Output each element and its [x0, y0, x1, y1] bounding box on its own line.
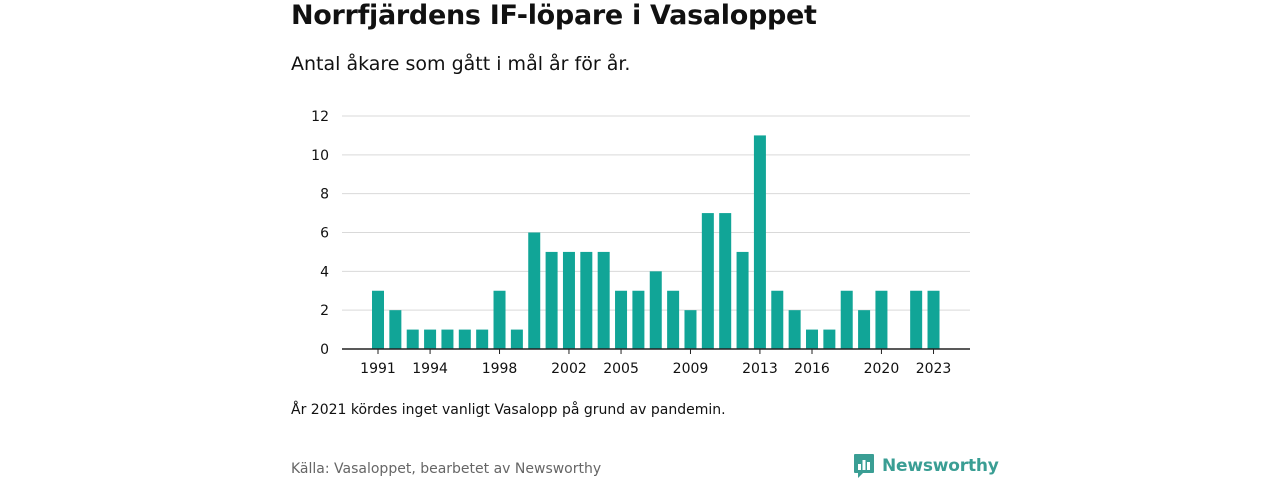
- y-tick-label: 0: [320, 342, 329, 358]
- chart-title: Norrfjärdens IF-löpare i Vasaloppet: [291, 0, 817, 31]
- y-tick-label: 8: [320, 187, 329, 203]
- bar: [667, 290, 680, 349]
- bar: [736, 251, 749, 349]
- bar: [406, 329, 419, 349]
- bar: [597, 251, 610, 349]
- bar: [927, 290, 940, 349]
- bar: [649, 271, 662, 349]
- bar: [719, 213, 732, 349]
- chart-note: År 2021 kördes inget vanligt Vasalopp på…: [291, 402, 726, 418]
- bar: [771, 290, 784, 349]
- bar: [875, 290, 888, 349]
- bar: [528, 232, 541, 349]
- y-tick-label: 12: [311, 109, 329, 125]
- bar: [701, 213, 714, 349]
- x-tick-label: 1998: [482, 361, 518, 377]
- x-tick-label: 2009: [673, 361, 709, 377]
- bar: [562, 251, 575, 349]
- y-tick-label: 2: [320, 303, 329, 319]
- x-tick-label: 2023: [916, 361, 952, 377]
- x-tick-label: 1991: [360, 361, 396, 377]
- x-tick-label: 2016: [794, 361, 830, 377]
- x-tick-label: 2005: [603, 361, 639, 377]
- x-tick-label: 2002: [551, 361, 587, 377]
- y-tick-label: 4: [320, 264, 329, 280]
- newsworthy-logo: Newsworthy: [853, 453, 999, 479]
- bar: [441, 329, 454, 349]
- y-tick-label: 10: [311, 148, 329, 164]
- bar: [458, 329, 471, 349]
- bar: [615, 290, 628, 349]
- bar: [840, 290, 853, 349]
- bar: [389, 310, 402, 349]
- bar: [823, 329, 836, 349]
- x-tick-label: 1994: [412, 361, 448, 377]
- x-tick-label: 2013: [742, 361, 778, 377]
- bar: [684, 310, 697, 349]
- bar: [424, 329, 437, 349]
- bar: [910, 290, 923, 349]
- newsworthy-logo-icon: [854, 454, 874, 478]
- logo-text: Newsworthy: [882, 456, 999, 476]
- bar: [788, 310, 801, 349]
- bar: [372, 290, 384, 349]
- x-tick-label: 2020: [864, 361, 900, 377]
- bar: [510, 329, 523, 349]
- bar: [493, 290, 506, 349]
- source-text: Källa: Vasaloppet, bearbetet av Newswort…: [291, 461, 602, 477]
- bar: [806, 329, 818, 349]
- bar: [580, 251, 593, 349]
- bar: [753, 135, 766, 349]
- chart-subtitle: Antal åkare som gått i mål år för år.: [291, 53, 631, 75]
- y-tick-label: 6: [320, 226, 329, 242]
- bar: [545, 251, 558, 349]
- bar: [476, 329, 489, 349]
- bar: [632, 290, 645, 349]
- bar: [858, 310, 871, 349]
